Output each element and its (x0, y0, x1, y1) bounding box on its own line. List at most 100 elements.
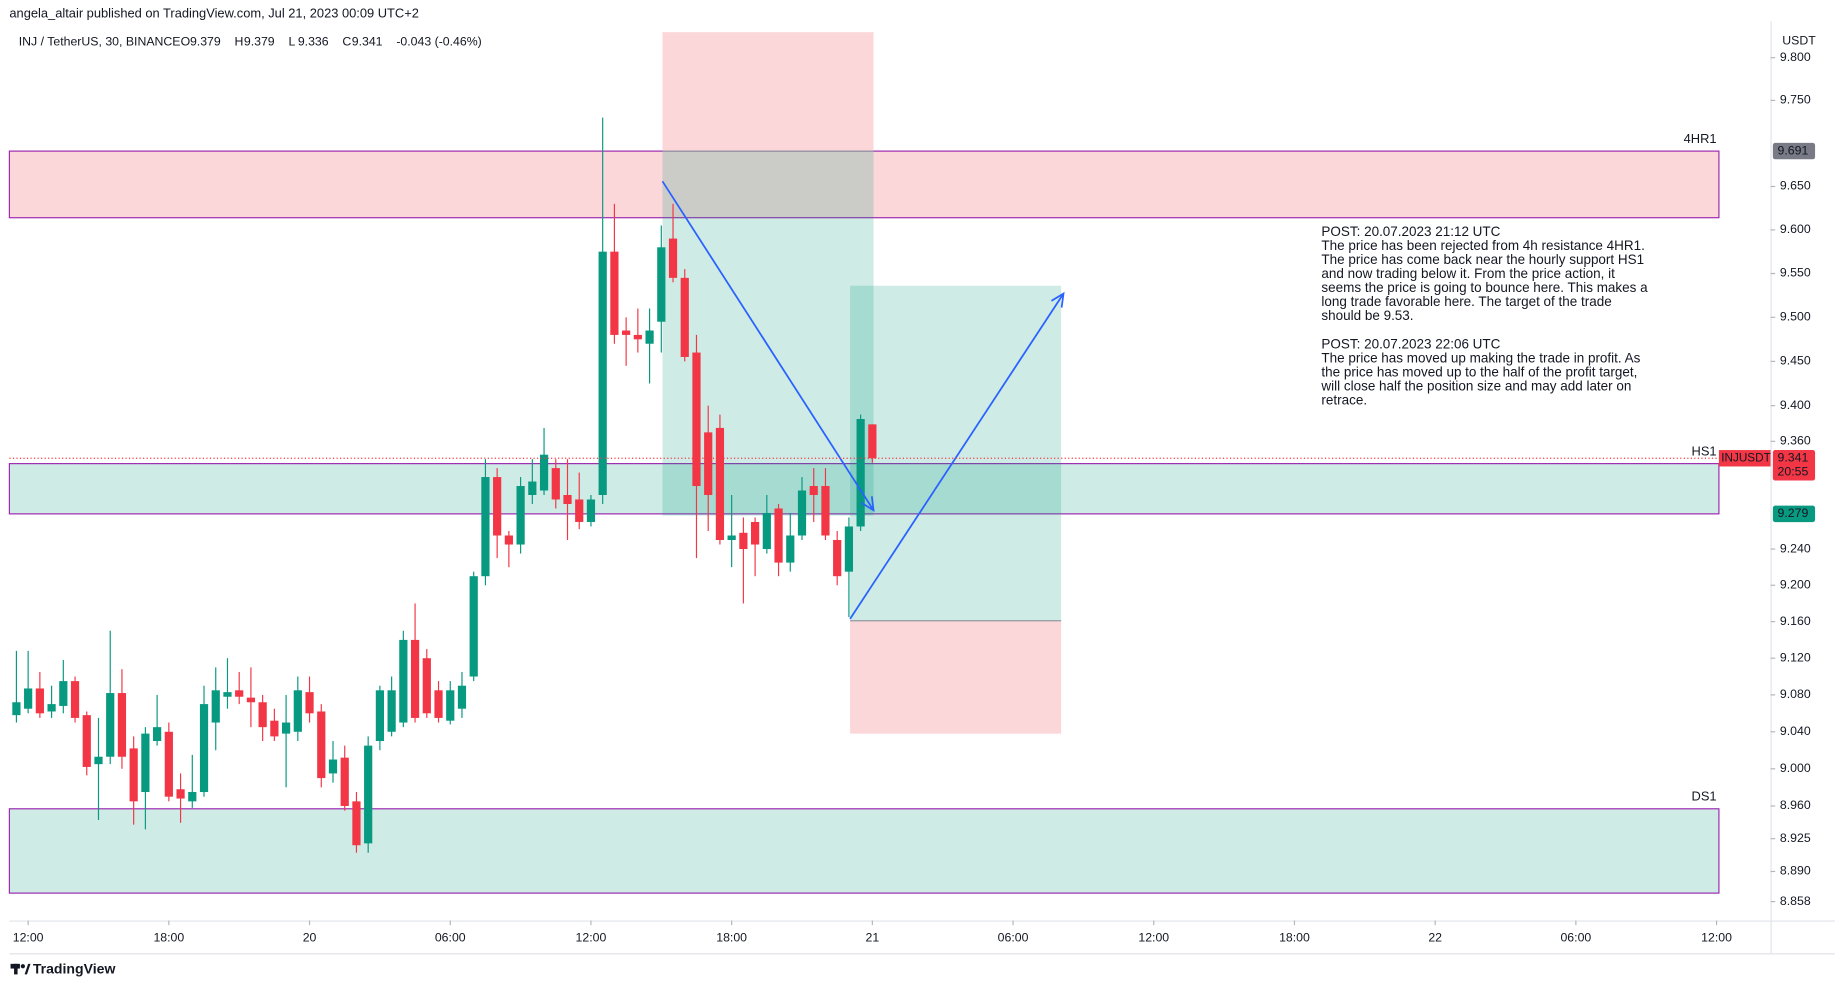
x-tick-label: 18:00 (716, 930, 747, 944)
countdown-label: 20:55 (1778, 465, 1809, 479)
candle-body (399, 639, 408, 723)
y-tick-label: 9.500 (1780, 310, 1811, 324)
logo-part (20, 964, 25, 969)
candle-body (223, 692, 232, 697)
x-tick-label: 12:00 (1701, 930, 1732, 944)
y-tick-label: 9.160 (1780, 614, 1811, 628)
ohlc-value: 9.336 (298, 35, 329, 49)
publisher-header: angela_altair published on TradingView.c… (9, 6, 419, 21)
candle-body (856, 419, 865, 527)
x-tick-label: 12:00 (13, 930, 44, 944)
candle-body (528, 481, 537, 495)
candle-body (82, 715, 91, 767)
candle-body (293, 690, 302, 732)
note-line: retrace. (1321, 393, 1367, 408)
candle-body (751, 521, 760, 545)
candle-body (551, 468, 560, 500)
candle-body (457, 685, 467, 709)
logo-part (14, 963, 18, 975)
x-tick-label: 20 (303, 930, 317, 944)
candle-body (106, 693, 115, 757)
y-tick-label: 9.800 (1780, 50, 1811, 64)
note-line: The price has come back near the hourly … (1321, 252, 1644, 267)
candle-body (563, 494, 572, 504)
x-tick-label: 12:00 (1138, 930, 1169, 944)
candle-body (47, 704, 56, 712)
candle-body (481, 477, 490, 577)
ohlc-key: L (288, 35, 295, 49)
note-line: POST: 20.07.2023 22:06 UTC (1321, 336, 1500, 351)
zone (8, 150, 1720, 219)
zone-label: HS1 (1692, 443, 1717, 458)
candle-body (340, 757, 349, 806)
candle-body (704, 432, 713, 495)
note-line: and now trading below it. From the price… (1321, 266, 1615, 281)
price-label-box (1772, 505, 1816, 523)
candle-body (657, 247, 666, 322)
note-line: POST: 20.07.2023 21:12 UTC (1321, 224, 1500, 239)
candle-body (774, 508, 783, 563)
y-tick-label: 9.450 (1780, 354, 1811, 368)
y-tick-label: 9.650 (1780, 179, 1811, 193)
ohlc-key: O (181, 35, 191, 49)
y-tick-label: 9.000 (1780, 761, 1811, 775)
candle-body (281, 722, 291, 734)
candle-body (727, 535, 736, 541)
note-line: the price has moved up to the half of th… (1321, 364, 1637, 379)
candle-body (797, 490, 807, 536)
ohlc-value: 9.341 (352, 35, 383, 49)
price-label: 9.279 (1778, 506, 1809, 520)
candle-body (833, 540, 842, 577)
candle-body (668, 238, 678, 278)
y-tick-label: 9.600 (1780, 222, 1811, 236)
candle-body (633, 334, 642, 340)
candle-body (129, 748, 138, 802)
candle-body (786, 535, 795, 563)
note-line: seems the price is going to bounce here.… (1321, 280, 1648, 295)
candle-body (270, 720, 279, 737)
candle-body (117, 693, 127, 757)
arrow-head (1050, 291, 1065, 308)
ohlc-key: H (235, 35, 244, 49)
candle-body (446, 690, 455, 721)
y-tick-label: 9.550 (1780, 266, 1811, 280)
note-line: The price has moved up making the trade … (1321, 350, 1640, 365)
candle-body (153, 727, 162, 742)
footer-brand: TradingView (33, 960, 116, 976)
x-tick-label: 06:00 (1560, 930, 1591, 944)
symbol-tag-box (1718, 450, 1771, 467)
candle-body (410, 639, 420, 718)
candle-body (70, 681, 80, 718)
y-tick-label: 9.400 (1780, 398, 1811, 412)
candle-body (258, 702, 267, 728)
x-tick-label: 12:00 (576, 930, 607, 944)
candle-body (422, 658, 431, 714)
candle-body (610, 251, 619, 335)
candle-body (364, 745, 373, 844)
zone-label: 4HR1 (1684, 131, 1717, 146)
last-price-box (1772, 450, 1816, 481)
candle-body (375, 690, 385, 742)
ohlc-value: 9.379 (244, 35, 275, 49)
candle-body (575, 499, 584, 522)
candle-body (622, 330, 631, 335)
candle-body (762, 512, 771, 550)
y-tick-label: 8.960 (1780, 798, 1811, 812)
candle-body (317, 711, 326, 779)
candle-body (235, 690, 244, 697)
candle-body (809, 486, 818, 495)
price-label-box (1772, 142, 1816, 160)
price-label: 9.691 (1778, 143, 1809, 157)
candle-body (504, 535, 513, 545)
logo-part (24, 963, 31, 975)
candle-body (246, 697, 256, 703)
candle-body (35, 688, 44, 714)
candle-body (868, 424, 877, 459)
y-tick-label: 8.925 (1780, 831, 1811, 845)
note-line: will close half the position size and ma… (1320, 379, 1631, 394)
y-tick-label: 9.080 (1780, 687, 1811, 701)
axes: INJ / TetherUS, 30, BINANCE O 9.379 H 9.379 L… (13, 35, 1816, 944)
note-line: The price has been rejected from 4h resi… (1321, 238, 1644, 253)
